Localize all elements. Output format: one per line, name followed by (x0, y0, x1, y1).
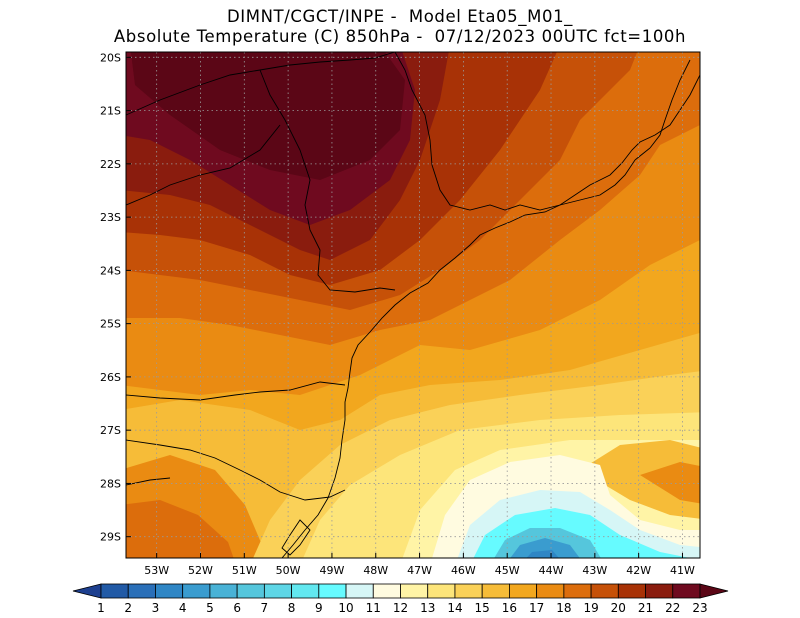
colorbar-box (509, 583, 538, 599)
colorbar-label: 5 (206, 601, 214, 615)
lon-axis: 53W 52W 51W 50W 49W 48W 47W 46W 45W 44W 43W 42W 41W (144, 553, 695, 577)
lon-label: 48W (363, 564, 388, 577)
colorbar-box (563, 583, 592, 599)
lon-label: 45W (495, 564, 520, 577)
state-line-ms-mg (126, 52, 396, 116)
colorbar-box (481, 583, 510, 599)
colorbar-label: 18 (556, 601, 571, 615)
lat-label: 28S (100, 477, 121, 490)
lat-label: 22S (100, 158, 121, 171)
colorbar-box (155, 583, 184, 599)
state-line-rs-uy (126, 477, 171, 486)
temperature-field (126, 52, 700, 558)
field-band-8 (510, 538, 580, 558)
colorbar-label: 3 (152, 601, 160, 615)
colorbar-label: 23 (692, 601, 707, 615)
colorbar-label: 6 (233, 601, 241, 615)
colorbar-label: 13 (420, 601, 435, 615)
colorbar-label: 16 (502, 601, 517, 615)
lat-label: 23S (100, 211, 121, 224)
colorbar-label: 2 (124, 601, 132, 615)
colorbar-label: 22 (665, 601, 680, 615)
colorbar-label: 19 (583, 601, 598, 615)
colorbar-label: 14 (447, 601, 462, 615)
lat-label: 25S (100, 318, 121, 331)
field-tongue-east (580, 440, 700, 519)
colorbar-box (617, 583, 646, 599)
state-line-sp-pr (259, 69, 396, 293)
field-lobe-sw3 (126, 500, 234, 558)
title-line-1: DIMNT/CGCT/INPE - Model Eta05_M01_ (226, 7, 574, 26)
lat-label: 21S (100, 105, 121, 118)
field-tongue-east-18 (640, 462, 700, 504)
state-line-pr-sc (126, 381, 346, 401)
colorbar-box (236, 583, 265, 599)
state-line-mg-rj (559, 147, 651, 206)
colorbar-box (318, 583, 347, 599)
colorbar-label: 8 (288, 601, 296, 615)
colorbar-box (345, 583, 374, 599)
colorbar-label: 4 (179, 601, 187, 615)
lat-label: 26S (100, 371, 121, 384)
lat-label: 29S (100, 531, 121, 544)
lon-label: 42W (626, 564, 651, 577)
lon-label: 47W (407, 564, 432, 577)
colorbar-arrow-left (72, 583, 102, 599)
colorbar-box (536, 583, 565, 599)
state-line-ms-pr (126, 124, 281, 206)
colorbar-box (672, 583, 701, 599)
lon-label: 51W (232, 564, 257, 577)
colorbar-label: 9 (315, 601, 323, 615)
colorbar-label: 20 (611, 601, 626, 615)
field-band-24 (130, 52, 405, 180)
colorbar-arrow-right (699, 583, 729, 599)
state-line-mg-sp (394, 52, 561, 211)
grid (126, 52, 700, 558)
lon-label: 46W (451, 564, 476, 577)
colorbar-box (182, 583, 211, 599)
colorbar-box (372, 583, 401, 599)
colorbar-box (400, 583, 429, 599)
lon-label: 52W (188, 564, 213, 577)
colorbar-label: 1 (97, 601, 105, 615)
lat-axis: 20S 21S 22S 23S 24S 25S 26S 27S 28S 29S (100, 51, 131, 544)
colorbar-box (590, 583, 619, 599)
lat-label: 24S (100, 264, 121, 277)
colorbar-label: 15 (475, 601, 490, 615)
colorbar-label: 10 (338, 601, 353, 615)
colorbar-box (263, 583, 292, 599)
plot-frame (125, 51, 701, 559)
colorbar-box (454, 583, 483, 599)
colorbar-box (100, 583, 129, 599)
colorbar: 1 2 3 4 5 6 7 8 9 10 11 12 13 14 15 16 17 18 19 20 21 22 23 (72, 583, 729, 615)
colorbar-box (427, 583, 456, 599)
state-line-mg-es (649, 59, 691, 149)
lon-label: 44W (539, 564, 564, 577)
colorbar-box (291, 583, 320, 599)
colorbar-label: 12 (393, 601, 408, 615)
lon-label: 53W (144, 564, 169, 577)
colorbar-box (209, 583, 238, 599)
colorbar-label: 17 (529, 601, 544, 615)
title-line-2: Absolute Temperature (C) 850hPa - 07/12/… (113, 27, 687, 46)
colorbar-box (127, 583, 156, 599)
state-line-sc-rs (126, 439, 346, 501)
lat-label: 20S (100, 51, 121, 64)
lon-label: 49W (320, 564, 345, 577)
lat-label: 27S (100, 424, 121, 437)
lon-label: 43W (582, 564, 607, 577)
lon-label: 41W (670, 564, 695, 577)
lon-label: 50W (276, 564, 301, 577)
boundaries (126, 52, 700, 558)
colorbar-label: 21 (638, 601, 653, 615)
colorbar-label: 11 (366, 601, 381, 615)
colorbar-box (645, 583, 674, 599)
lagoon-outline (281, 519, 311, 556)
colorbar-label: 7 (261, 601, 269, 615)
coastline (281, 74, 700, 558)
